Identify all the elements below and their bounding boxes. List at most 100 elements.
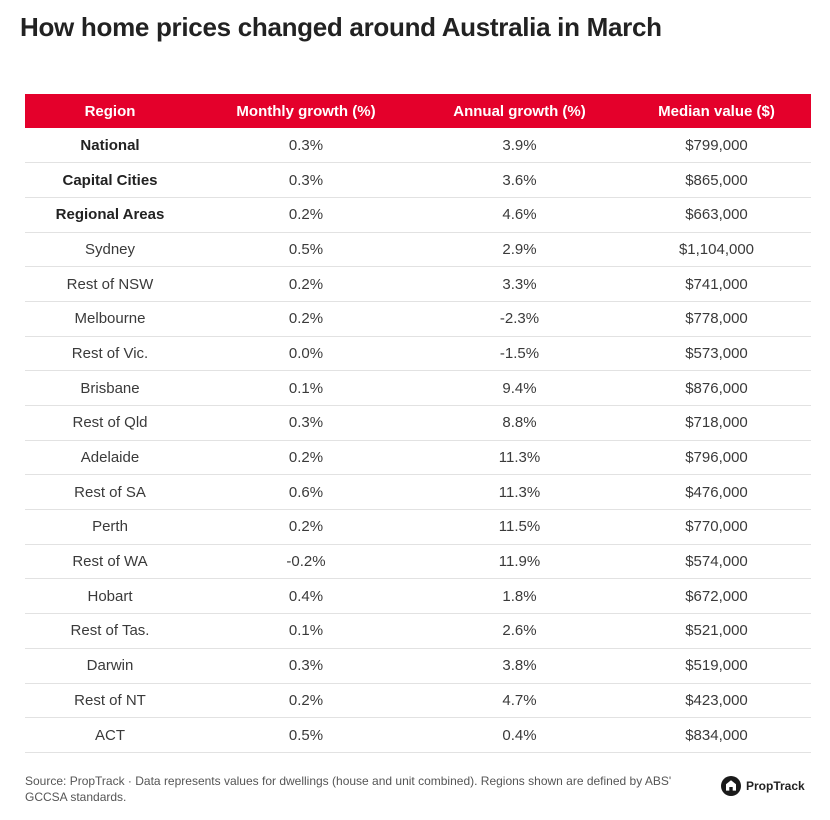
cell-annual-growth: 11.5% — [498, 518, 541, 536]
cell-region: Adelaide — [80, 449, 140, 467]
cell-annual-growth: 9.4% — [502, 379, 537, 397]
cell-monthly-growth: 0.2% — [288, 449, 324, 467]
table-row: Rest of SA 0.6% 11.3% $476,000 — [25, 475, 811, 510]
table-header-row: Region Monthly growth (%) Annual growth … — [25, 94, 811, 128]
source-note: Source: PropTrack · Data represents valu… — [25, 774, 672, 804]
cell-monthly-growth: 0.5% — [288, 240, 324, 258]
table-row: Rest of Tas. 0.1% 2.6% $521,000 — [25, 614, 811, 649]
cell-monthly-growth: 0.6% — [288, 483, 324, 501]
cell-median-value: $718,000 — [685, 414, 748, 432]
cell-monthly-growth: 0.2% — [288, 310, 324, 328]
cell-region: Perth — [92, 518, 128, 536]
cell-region: Rest of SA — [74, 483, 146, 501]
cell-annual-growth: 1.8% — [502, 587, 537, 605]
cell-region: Rest of Vic. — [71, 344, 149, 362]
table-row: Rest of Vic. 0.0% -1.5% $573,000 — [25, 336, 811, 371]
cell-median-value: $865,000 — [685, 171, 748, 189]
cell-region: Darwin — [86, 657, 134, 675]
cell-annual-growth: 11.3% — [498, 449, 541, 467]
cell-monthly-growth: 0.2% — [288, 206, 324, 224]
table-row: Rest of WA -0.2% 11.9% $574,000 — [25, 544, 811, 579]
cell-monthly-growth: 0.4% — [288, 587, 324, 605]
table-row: Regional Areas 0.2% 4.6% $663,000 — [25, 197, 811, 233]
column-header-monthly-growth: Monthly growth (%) — [236, 102, 376, 120]
cell-annual-growth: 0.4% — [502, 726, 537, 744]
table-body: National 0.3% 3.9% $799,000 Capital Cities 0.… — [25, 128, 811, 753]
table-row: National 0.3% 3.9% $799,000 — [25, 128, 811, 163]
cell-region: Brisbane — [80, 379, 140, 397]
cell-annual-growth: 11.3% — [498, 483, 541, 501]
cell-region: Regional Areas — [55, 206, 165, 224]
cell-monthly-growth: 0.2% — [288, 691, 324, 709]
cell-region: National — [80, 136, 140, 154]
cell-annual-growth: 4.6% — [502, 206, 537, 224]
cell-region: Rest of NSW — [66, 275, 154, 293]
cell-region: Rest of NT — [74, 691, 146, 709]
table-row: Rest of Qld 0.3% 8.8% $718,000 — [25, 406, 811, 441]
table-row: Capital Cities 0.3% 3.6% $865,000 — [25, 163, 811, 198]
cell-median-value: $521,000 — [685, 622, 748, 640]
cell-annual-growth: 2.9% — [502, 240, 537, 258]
cell-annual-growth: 2.6% — [502, 622, 537, 640]
cell-median-value: $796,000 — [685, 449, 748, 467]
cell-annual-growth: 3.3% — [502, 275, 537, 293]
column-header-annual-growth: Annual growth (%) — [453, 102, 586, 120]
cell-monthly-growth: 0.3% — [288, 657, 324, 675]
cell-median-value: $778,000 — [685, 310, 748, 328]
table-row: Brisbane 0.1% 9.4% $876,000 — [25, 371, 811, 406]
cell-region: Hobart — [87, 587, 133, 605]
cell-median-value: $573,000 — [685, 344, 748, 362]
cell-region: Rest of Qld — [72, 414, 148, 432]
cell-region: ACT — [95, 726, 125, 744]
cell-annual-growth: -1.5% — [499, 344, 540, 362]
cell-median-value: $476,000 — [685, 483, 748, 501]
cell-region: Sydney — [84, 240, 136, 258]
cell-median-value: $423,000 — [685, 691, 748, 709]
cell-monthly-growth: 0.1% — [288, 379, 324, 397]
cell-monthly-growth: 0.3% — [288, 171, 324, 189]
table-row: Sydney 0.5% 2.9% $1,104,000 — [25, 232, 811, 267]
cell-monthly-growth: 0.3% — [288, 414, 324, 432]
cell-annual-growth: 8.8% — [502, 414, 537, 432]
cell-monthly-growth: 0.3% — [288, 136, 324, 154]
cell-median-value: $663,000 — [685, 206, 748, 224]
cell-median-value: $741,000 — [685, 275, 748, 293]
table-row: Darwin 0.3% 3.8% $519,000 — [25, 648, 811, 683]
table-row: Rest of NT 0.2% 4.7% $423,000 — [25, 683, 811, 718]
cell-median-value: $799,000 — [685, 136, 748, 154]
table-row: Rest of NSW 0.2% 3.3% $741,000 — [25, 267, 811, 302]
cell-monthly-growth: 0.0% — [288, 344, 324, 362]
cell-monthly-growth: -0.2% — [286, 553, 326, 571]
cell-annual-growth: 3.8% — [502, 657, 537, 675]
cell-region: Melbourne — [74, 310, 146, 328]
proptrack-logo: PropTrack — [721, 776, 805, 796]
cell-monthly-growth: 0.2% — [288, 518, 324, 536]
table-row: Hobart 0.4% 1.8% $672,000 — [25, 579, 811, 614]
proptrack-logo-icon — [721, 776, 741, 796]
cell-monthly-growth: 0.2% — [288, 275, 324, 293]
table-row: Melbourne 0.2% -2.3% $778,000 — [25, 301, 811, 337]
cell-monthly-growth: 0.1% — [288, 622, 324, 640]
cell-median-value: $519,000 — [685, 657, 748, 675]
column-header-median-value: Median value ($) — [658, 102, 775, 120]
cell-annual-growth: 4.7% — [502, 691, 537, 709]
cell-annual-growth: 11.9% — [498, 553, 541, 571]
cell-median-value: $574,000 — [685, 553, 748, 571]
home-prices-table: Region Monthly growth (%) Annual growth … — [25, 94, 811, 753]
cell-monthly-growth: 0.5% — [288, 726, 324, 744]
table-row: Perth 0.2% 11.5% $770,000 — [25, 510, 811, 545]
page-title: How home prices changed around Australia… — [20, 12, 662, 42]
proptrack-logo-text: PropTrack — [746, 779, 805, 793]
cell-region: Capital Cities — [62, 171, 158, 189]
cell-median-value: $834,000 — [685, 726, 748, 744]
table-row: Adelaide 0.2% 11.3% $796,000 — [25, 440, 811, 475]
cell-annual-growth: 3.9% — [502, 136, 537, 154]
cell-region: Rest of WA — [72, 553, 148, 571]
cell-annual-growth: -2.3% — [499, 310, 540, 328]
cell-annual-growth: 3.6% — [502, 171, 537, 189]
table-row: ACT 0.5% 0.4% $834,000 — [25, 718, 811, 753]
cell-median-value: $876,000 — [685, 379, 748, 397]
cell-median-value: $1,104,000 — [678, 240, 755, 258]
cell-median-value: $672,000 — [685, 587, 748, 605]
cell-region: Rest of Tas. — [70, 622, 150, 640]
